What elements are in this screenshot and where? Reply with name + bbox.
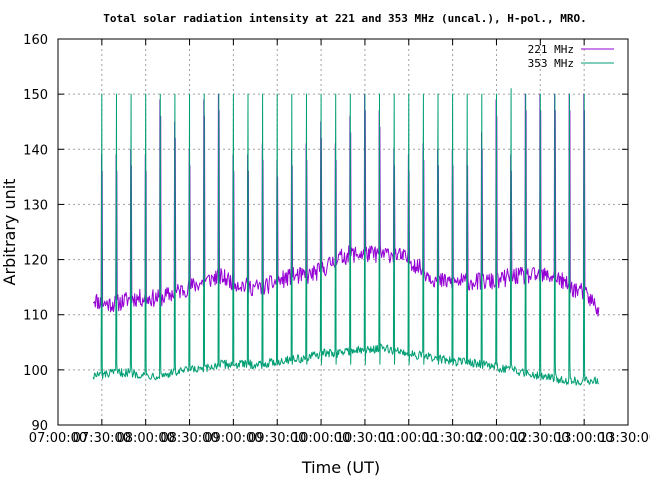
x-tick-label: 07:30:00 [73,431,131,446]
x-tick-label: 10:00:00 [292,431,350,446]
series-layer [92,88,600,386]
x-axis-label: Time (UT) [301,458,380,477]
series-line-221-mhz [92,93,600,317]
y-tick-label: 110 [23,309,48,324]
x-tick-label: 09:00:00 [204,431,262,446]
ticks: 9010011012013014015016007:00:0007:30:000… [23,33,650,446]
y-tick-label: 90 [31,419,48,434]
x-tick-label: 13:30:00 [599,431,650,446]
y-tick-label: 150 [23,88,48,103]
y-axis-label: Arbitrary unit [0,179,19,286]
plot-frame [57,38,629,426]
legend-label-221: 221 MHz [528,43,574,56]
legend: 221 MHz 353 MHz [528,43,614,70]
grid [58,39,628,425]
x-tick-label: 11:30:00 [423,431,481,446]
y-tick-label: 120 [23,254,48,269]
x-tick-label: 12:00:00 [467,431,525,446]
x-tick-label: 12:30:00 [511,431,569,446]
x-tick-label: 09:30:00 [248,431,306,446]
y-tick-label: 100 [23,364,48,379]
x-tick-label: 11:00:00 [380,431,438,446]
series-line-353-mhz [92,88,599,386]
x-tick-label: 07:00:00 [29,431,87,446]
y-tick-label: 160 [23,33,48,48]
x-tick-label: 10:30:00 [336,431,394,446]
x-tick-label: 13:00:00 [555,431,613,446]
x-tick-label: 08:00:00 [116,431,174,446]
x-tick-label: 08:30:00 [160,431,218,446]
legend-label-353: 353 MHz [528,57,574,70]
chart-title: Total solar radiation intensity at 221 a… [103,12,586,25]
y-tick-label: 140 [23,143,48,158]
y-tick-label: 130 [23,198,48,213]
